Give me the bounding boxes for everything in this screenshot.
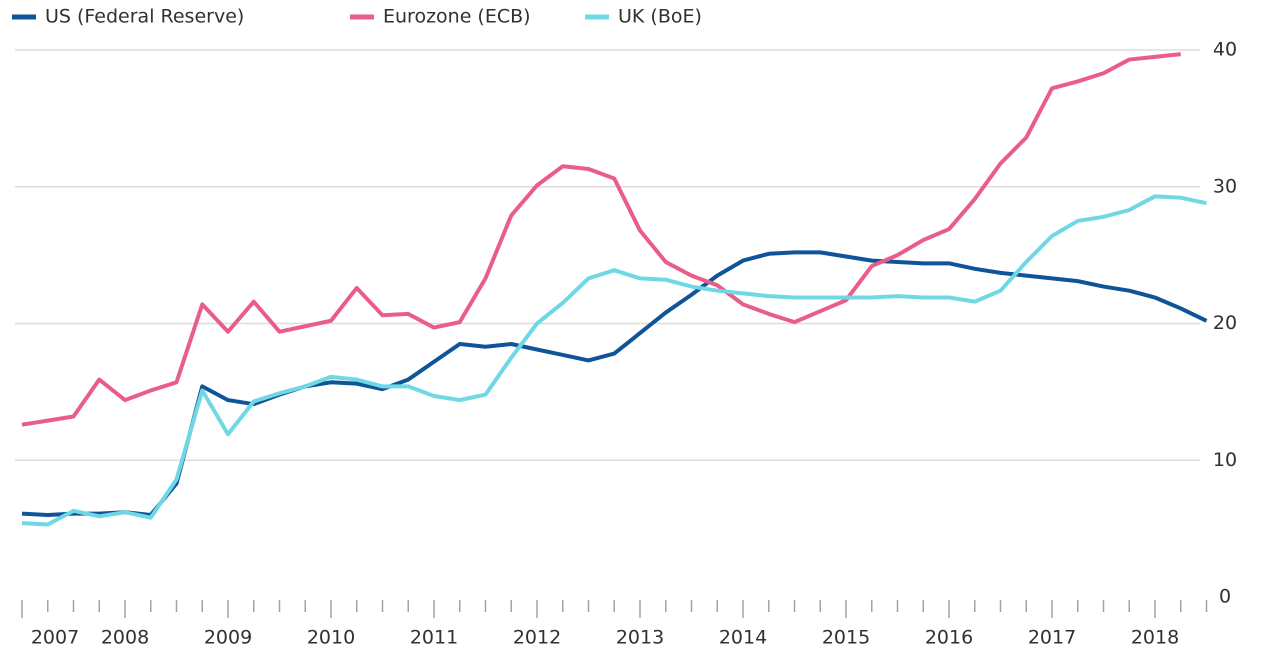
- x-tick-label: 2010: [307, 627, 355, 649]
- x-tick-label: 2014: [719, 627, 767, 649]
- series-line: [21, 52, 1181, 427]
- y-tick-label: 0: [1219, 586, 1231, 608]
- x-tick-label: 2008: [101, 627, 149, 649]
- y-tick-label: 30: [1213, 175, 1237, 197]
- x-tick-label: 2013: [616, 627, 664, 649]
- x-tick-label: 2015: [822, 627, 870, 649]
- series-line: [21, 250, 1208, 517]
- x-tick-label: 2018: [1131, 627, 1179, 649]
- x-tick-label: 2012: [513, 627, 561, 649]
- y-tick-label: 10: [1213, 449, 1237, 471]
- legend-label: Eurozone (ECB): [383, 6, 531, 28]
- x-tick-label: 2011: [410, 627, 458, 649]
- y-tick-label: 20: [1213, 312, 1237, 334]
- series-line: [21, 194, 1207, 527]
- x-tick-label: 2016: [925, 627, 973, 649]
- x-tick-label: 2017: [1028, 627, 1076, 649]
- y-tick-label: 40: [1213, 39, 1237, 61]
- x-tick-label: 2007: [31, 627, 79, 649]
- x-tick-label: 2009: [204, 627, 252, 649]
- legend-label: US (Federal Reserve): [45, 6, 244, 28]
- legend-label: UK (BoE): [618, 6, 702, 28]
